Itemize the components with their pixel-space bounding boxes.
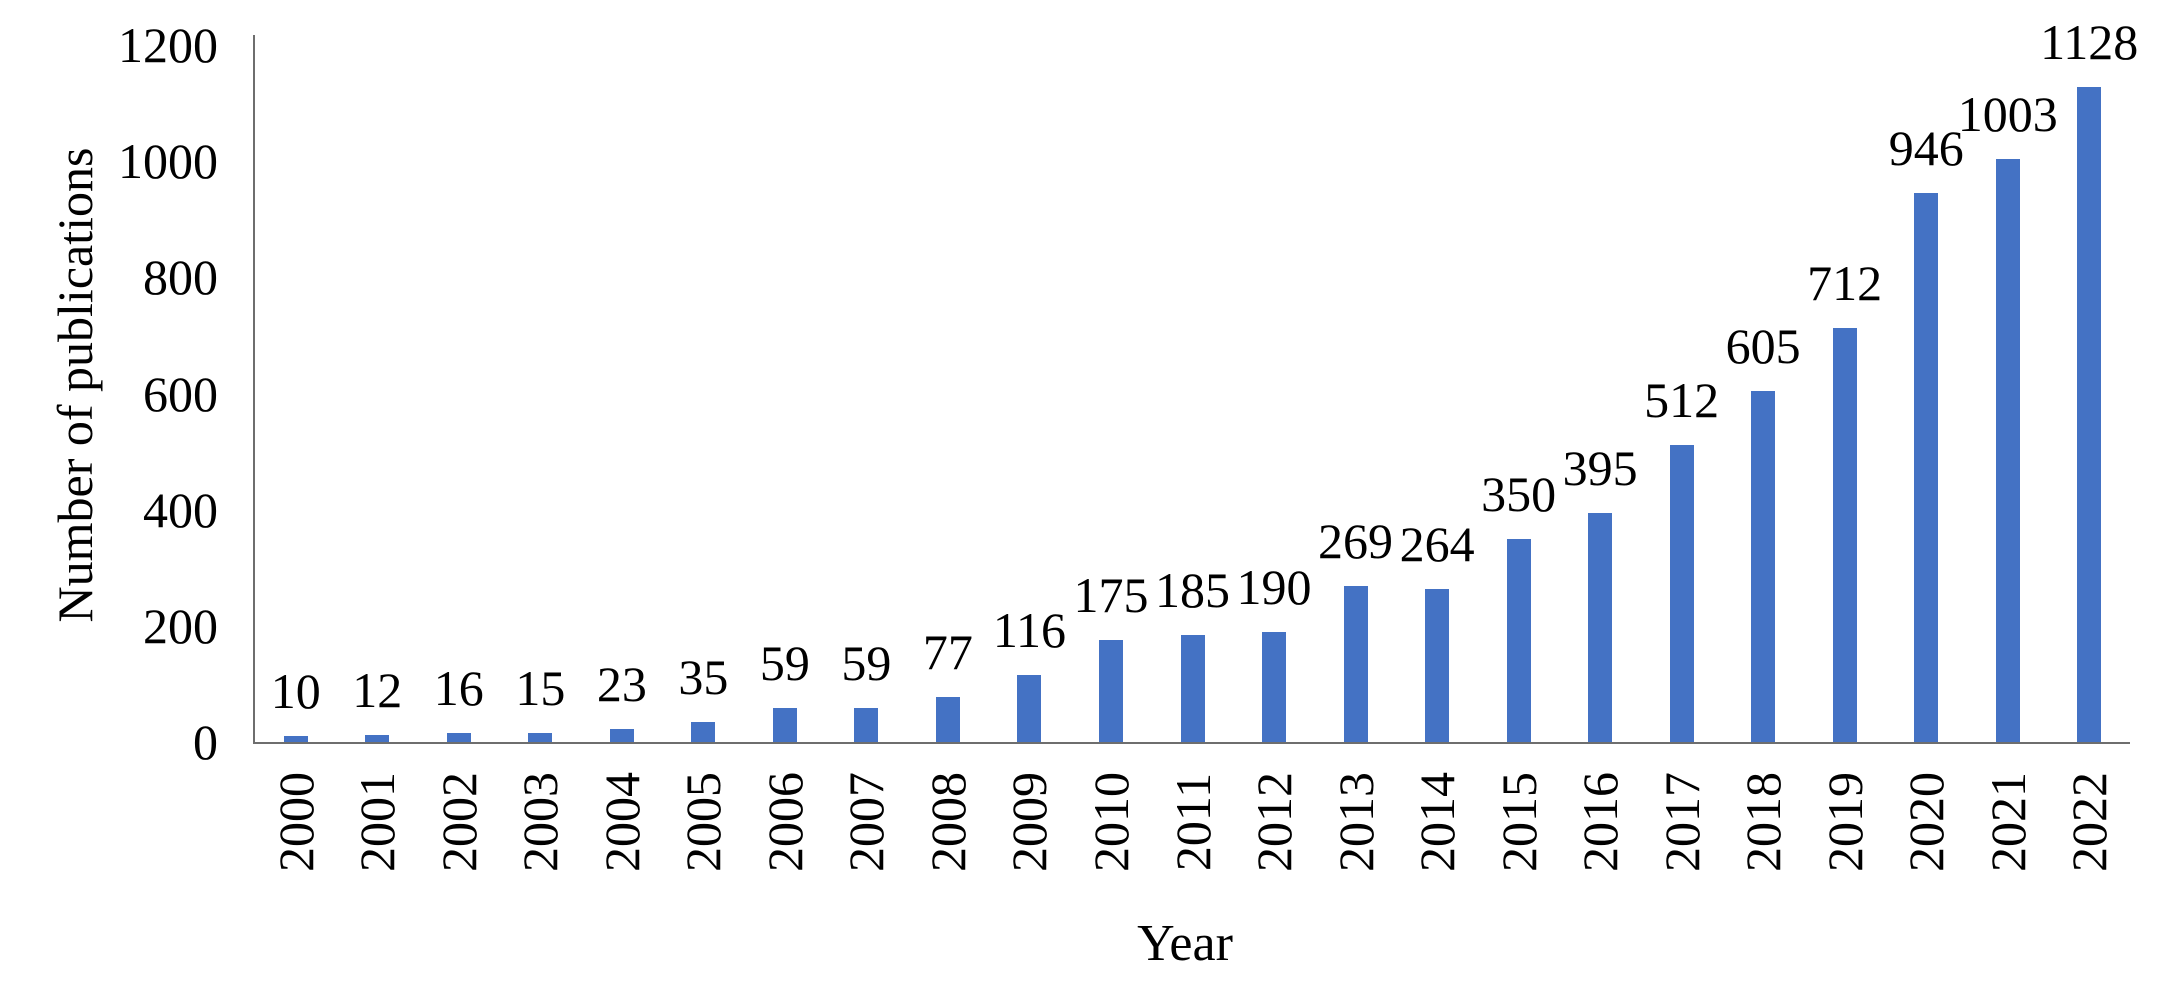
x-tick-label-2009: 2009 [1001, 772, 1058, 872]
bar-2000 [283, 736, 308, 742]
bar-value-label-2009: 116 [992, 601, 1067, 658]
bar-value-label-2021: 1003 [1957, 86, 2058, 143]
bar-2002 [446, 732, 471, 742]
bar-2007 [854, 707, 879, 742]
x-tick-label-2005: 2005 [675, 772, 732, 872]
bar-value-label-2008: 77 [922, 624, 973, 681]
x-tick-label-2006: 2006 [756, 772, 813, 872]
bar-value-label-2006: 59 [759, 634, 810, 691]
bar-2010 [1098, 640, 1123, 742]
x-tick-label-2007: 2007 [838, 772, 895, 872]
x-axis-line [253, 742, 2130, 744]
x-tick-label-2011: 2011 [1164, 772, 1221, 872]
bar-value-label-2022: 1128 [2040, 13, 2139, 70]
x-tick-label-2020: 2020 [1898, 772, 1955, 872]
bar-2016 [1588, 512, 1613, 742]
bar-2008 [935, 697, 960, 742]
bar-value-label-2015: 350 [1481, 465, 1557, 522]
bar-value-label-2011: 185 [1155, 561, 1230, 618]
bar-2018 [1751, 390, 1776, 742]
bar-value-label-2004: 23 [596, 655, 647, 712]
bar-value-label-2003: 15 [515, 660, 566, 717]
x-tick-label-2022: 2022 [2061, 772, 2118, 872]
bar-2005 [691, 721, 716, 742]
bar-2006 [772, 707, 797, 742]
bar-2009 [1017, 674, 1042, 742]
x-axis-title: Year [1137, 915, 1233, 972]
y-tick-label-400: 400 [143, 481, 218, 538]
bar-2014 [1425, 588, 1450, 742]
x-tick-label-2003: 2003 [512, 772, 569, 872]
bar-2001 [365, 735, 390, 742]
bar-2003 [528, 733, 553, 742]
bar-value-label-2013: 269 [1318, 512, 1394, 569]
bar-value-label-2005: 35 [678, 648, 729, 705]
bar-value-label-2019: 712 [1807, 255, 1883, 312]
bar-value-label-2012: 190 [1236, 558, 1312, 615]
x-tick-label-2008: 2008 [919, 772, 976, 872]
y-tick-label-600: 600 [143, 365, 218, 422]
x-tick-label-2012: 2012 [1246, 772, 1303, 872]
x-tick-label-2010: 2010 [1082, 772, 1139, 872]
bar-value-label-2000: 10 [270, 663, 321, 720]
x-tick-label-2015: 2015 [1490, 772, 1547, 872]
bar-2012 [1262, 631, 1287, 742]
bar-value-label-2017: 512 [1644, 371, 1720, 428]
x-tick-label-2017: 2017 [1653, 772, 1710, 872]
bar-2022 [2077, 86, 2102, 742]
x-tick-label-2001: 2001 [349, 772, 406, 872]
bar-2015 [1506, 538, 1531, 742]
y-axis-line [253, 35, 255, 744]
bar-2011 [1180, 634, 1205, 742]
bar-value-label-2020: 946 [1888, 119, 1964, 176]
x-tick-label-2018: 2018 [1735, 772, 1792, 872]
x-tick-label-2019: 2019 [1816, 772, 1873, 872]
bar-value-label-2016: 395 [1562, 439, 1638, 496]
x-tick-label-2014: 2014 [1409, 772, 1466, 872]
bar-2017 [1669, 444, 1694, 742]
y-tick-label-1200: 1200 [118, 17, 218, 73]
x-tick-label-2004: 2004 [593, 772, 650, 872]
bar-value-label-2002: 16 [433, 659, 484, 716]
y-tick-label-0: 0 [193, 714, 218, 770]
bar-2019 [1832, 328, 1857, 742]
x-tick-label-2016: 2016 [1572, 772, 1629, 872]
x-tick-label-2002: 2002 [430, 772, 487, 872]
bar-2013 [1343, 585, 1368, 742]
bar-value-label-2010: 175 [1073, 567, 1149, 624]
bar-2004 [609, 728, 634, 742]
bar-value-label-2001: 12 [352, 662, 403, 719]
bar-value-label-2014: 264 [1399, 515, 1475, 572]
x-tick-label-2013: 2013 [1327, 772, 1384, 872]
x-tick-label-2000: 2000 [267, 772, 324, 872]
y-tick-label-200: 200 [143, 597, 218, 654]
bar-2021 [1995, 159, 2020, 742]
bar-value-label-2018: 605 [1725, 317, 1801, 374]
y-tick-label-800: 800 [143, 249, 218, 306]
x-tick-label-2021: 2021 [1979, 772, 2036, 872]
y-tick-label-1000: 1000 [118, 133, 218, 190]
bar-value-label-2007: 59 [841, 634, 892, 691]
bar-2020 [1914, 192, 1939, 742]
